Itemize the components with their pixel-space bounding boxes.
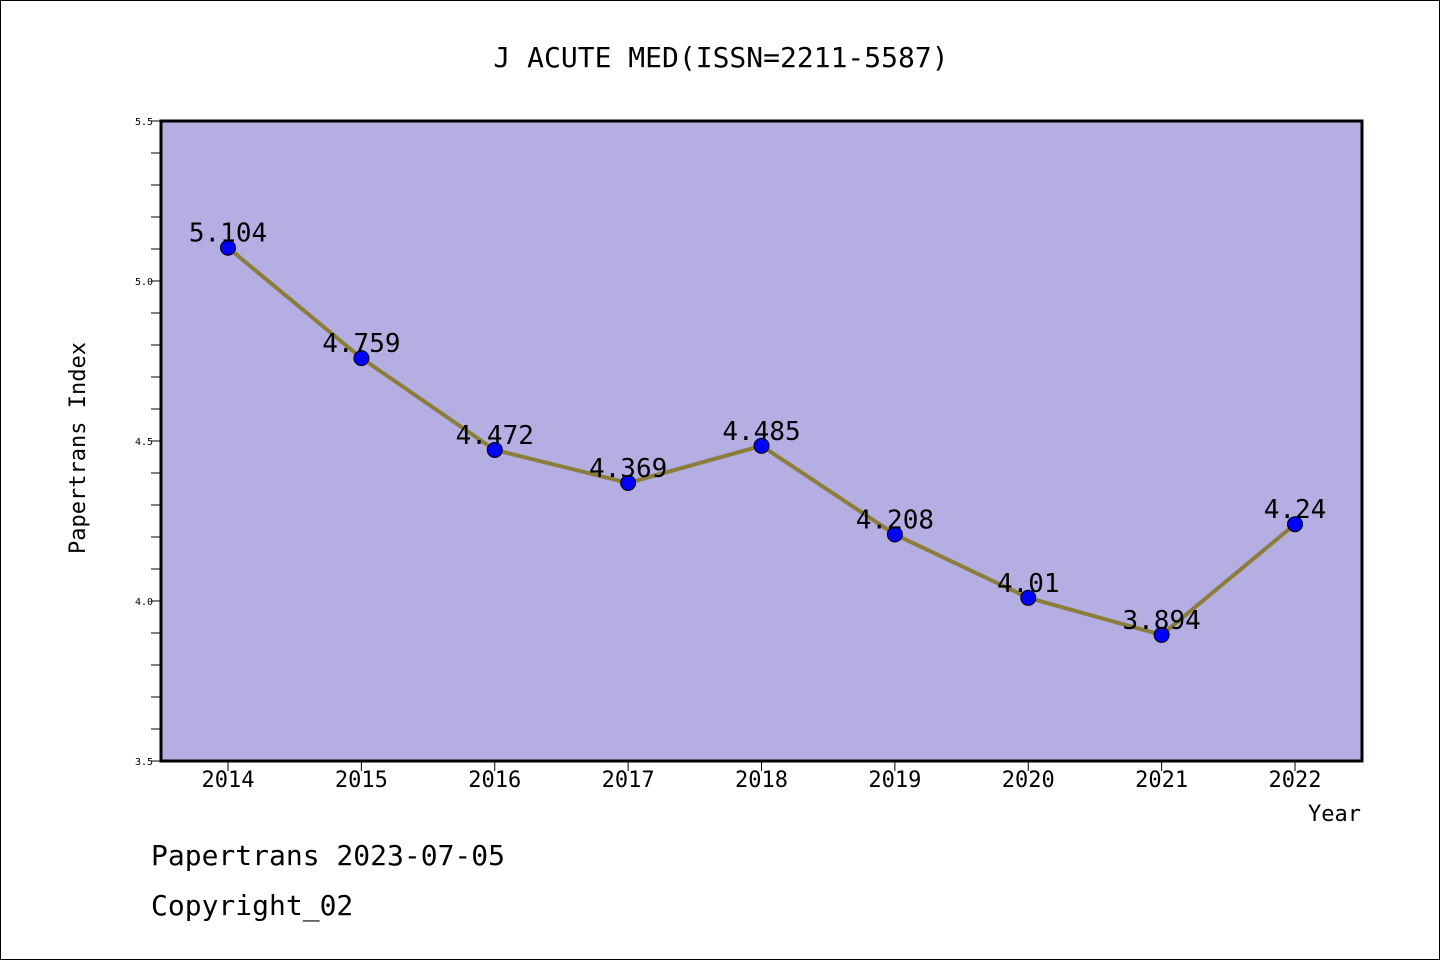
y-tick-label: 4.0 <box>135 597 153 608</box>
x-tick-label: 2018 <box>735 768 788 793</box>
y-tick-label: 5.5 <box>135 117 153 128</box>
x-tick-label: 2016 <box>468 768 521 793</box>
data-point <box>1020 589 1037 606</box>
x-tick-label: 2022 <box>1269 768 1322 793</box>
footer-copyright: Copyright_02 <box>151 889 353 923</box>
x-tick-label: 2021 <box>1135 768 1188 793</box>
data-label: 5.104 <box>189 219 267 249</box>
series-markers <box>220 239 1303 643</box>
x-tick-label: 2014 <box>202 768 255 793</box>
x-tick-label: 2017 <box>602 768 655 793</box>
y-tick-label: 3.5 <box>135 757 153 768</box>
data-point <box>753 437 770 454</box>
data-point <box>220 239 236 256</box>
data-point <box>1153 626 1170 643</box>
data-point <box>486 441 503 458</box>
data-label: 4.24 <box>1264 495 1327 525</box>
y-axis-ticks: 3.5 4.0 4.5 5.0 5.5 <box>135 117 161 768</box>
y-tick-label: 4.5 <box>135 437 153 448</box>
data-label: 4.485 <box>722 417 800 447</box>
y-axis-label: Papertrans Index <box>66 342 91 554</box>
x-tick-label: 2019 <box>868 768 921 793</box>
data-point <box>620 474 637 491</box>
chart-title: J ACUTE MED(ISSN=2211-5587) <box>493 41 948 74</box>
x-axis-ticks: 2014 2015 2016 2017 2018 2019 2020 2021 2022 <box>202 761 1322 793</box>
footer-date: Papertrans 2023-07-05 <box>151 839 505 872</box>
plot-border <box>159 119 1364 763</box>
data-point <box>353 350 370 367</box>
x-axis-label: Year <box>1308 802 1361 827</box>
data-label: 4.208 <box>856 505 934 535</box>
data-label: 4.369 <box>589 454 667 484</box>
data-label: 3.894 <box>1122 606 1200 636</box>
data-label: 4.759 <box>322 329 400 359</box>
data-point <box>1287 516 1303 533</box>
data-label: 4.01 <box>997 569 1060 599</box>
x-tick-label: 2020 <box>1002 768 1055 793</box>
data-label: 4.472 <box>456 421 534 451</box>
y-tick-label: 5.0 <box>135 277 153 288</box>
x-tick-label: 2015 <box>335 768 388 793</box>
data-point <box>886 526 903 543</box>
data-labels: 5.104 4.759 4.472 4.369 4.485 4.208 4.01 3.894 4… <box>189 219 1326 636</box>
